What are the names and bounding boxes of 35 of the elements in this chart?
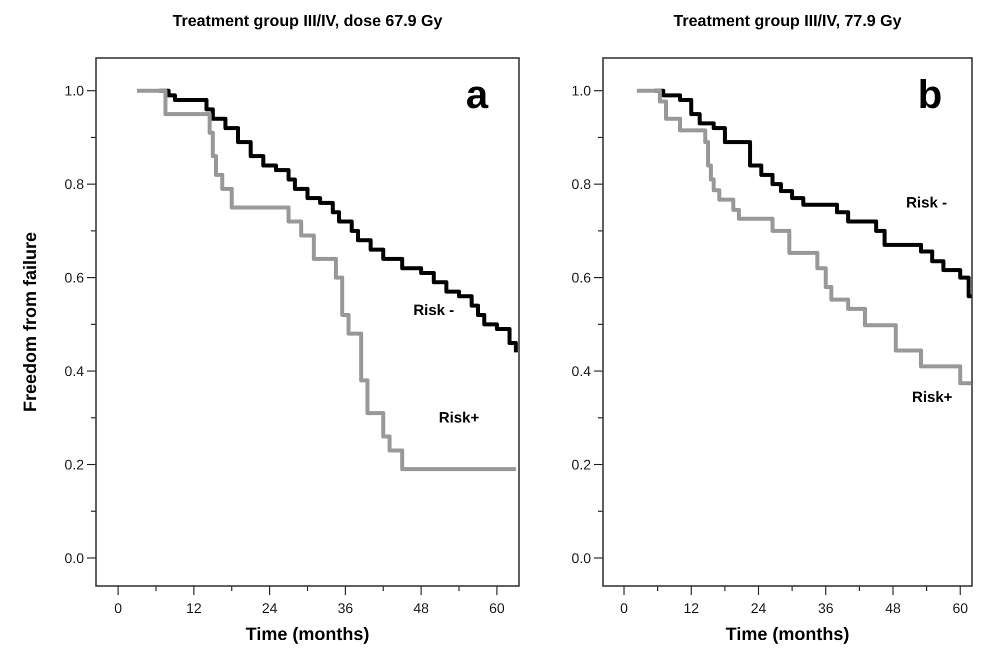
y-tick-label: 0.6	[64, 270, 84, 286]
chart-title: Treatment group III/IV, dose 67.9 Gy	[172, 13, 442, 30]
x-tick-label: 48	[885, 600, 901, 616]
annotation: a	[466, 73, 489, 117]
x-tick-label: 24	[262, 600, 278, 616]
x-tick-label: 0	[114, 600, 122, 616]
x-axis-title: Time (months)	[246, 624, 370, 644]
y-tick-label: 1.0	[64, 82, 84, 99]
x-tick-label: 36	[818, 600, 834, 616]
x-tick-label: 48	[413, 600, 430, 616]
x-tick-label: 60	[952, 600, 968, 616]
series-label: Risk+	[912, 388, 953, 406]
y-tick-label: 0.6	[572, 270, 592, 286]
y-axis-title: Freedom from failure	[20, 232, 40, 412]
x-tick-label: 60	[489, 600, 505, 616]
x-tick-label: 24	[750, 600, 766, 616]
series-label: Risk -	[906, 194, 948, 212]
y-tick-label: 0.4	[572, 363, 592, 380]
x-tick-label: 12	[683, 600, 700, 616]
annotation: b	[918, 73, 942, 117]
series-label: Risk -	[413, 302, 454, 319]
y-tick-label: 0.2	[572, 456, 592, 473]
chart-title: Treatment group III/IV, 77.9 Gy	[674, 13, 902, 30]
y-tick-label: 0.8	[64, 176, 84, 192]
y-tick-label: 0.2	[64, 456, 84, 473]
y-tick-label: 1.0	[572, 82, 592, 99]
y-tick-label: 0.0	[64, 550, 84, 566]
text: Risk+	[438, 409, 480, 426]
x-tick-label: 36	[338, 600, 354, 616]
x-tick-label: 0	[620, 600, 628, 616]
y-tick-label: 0.4	[64, 363, 84, 380]
x-tick-label: 12	[186, 600, 202, 616]
x-axis-title: Time (months)	[726, 624, 850, 644]
y-tick-label: 0.8	[572, 176, 592, 192]
y-tick-label: 0.0	[572, 550, 592, 566]
